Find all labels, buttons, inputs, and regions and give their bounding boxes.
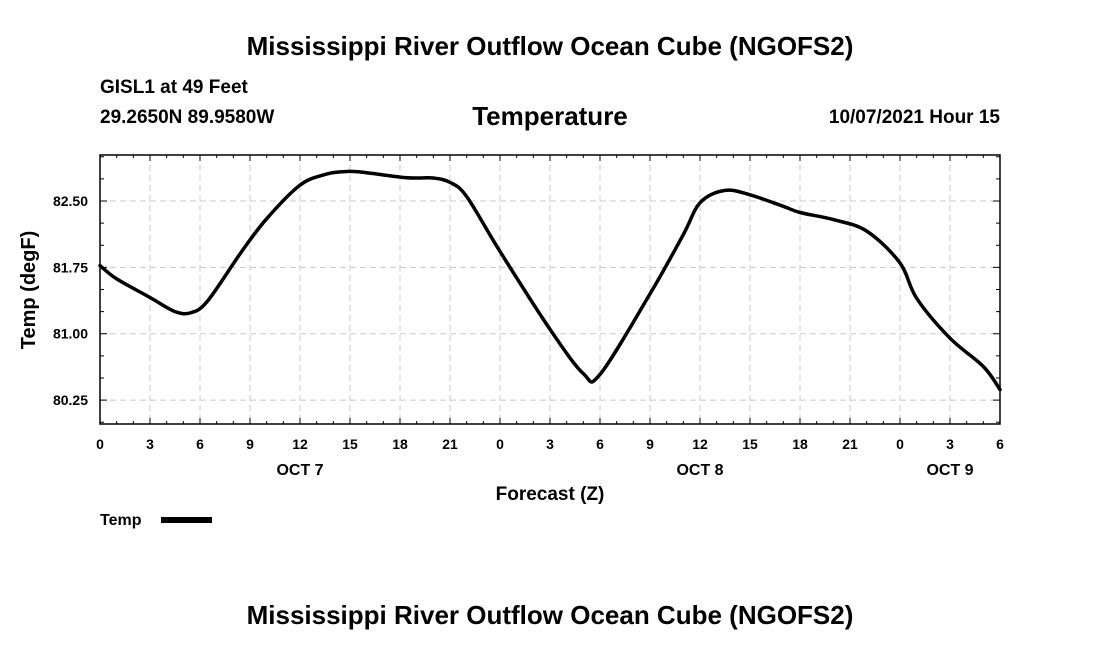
x-tick-label: 15 bbox=[742, 436, 758, 452]
forecast-datetime: 10/07/2021 Hour 15 bbox=[828, 107, 1000, 128]
x-axis-label: Forecast (Z) bbox=[496, 484, 605, 505]
y-axis-label: Temp (degF) bbox=[18, 231, 40, 350]
x-tick-label: 9 bbox=[246, 436, 254, 452]
x-tick-label: 12 bbox=[292, 436, 308, 452]
x-tick-label: 3 bbox=[946, 436, 954, 452]
x-tick-label: 0 bbox=[96, 436, 104, 452]
x-tick-label: 12 bbox=[692, 436, 708, 452]
x-tick-label: 0 bbox=[496, 436, 504, 452]
x-tick-label: 6 bbox=[196, 436, 204, 452]
x-tick-label: 18 bbox=[392, 436, 408, 452]
x-tick-label: 6 bbox=[596, 436, 604, 452]
x-tick-label: 0 bbox=[896, 436, 904, 452]
station-coordinates: 29.2650N 89.9580W bbox=[100, 107, 275, 128]
x-tick-label: 18 bbox=[792, 436, 808, 452]
x-tick-label: 21 bbox=[842, 436, 858, 452]
axis-labels: 0 3 6 9 12 15 18 21 0 3 6 9 12 15 18 21 0 3 6 OCT 7 OCT 8 OCT… bbox=[53, 193, 1004, 479]
temp-series-line bbox=[98, 169, 1002, 392]
chart-title-bottom: Mississippi River Outflow Ocean Cube (NG… bbox=[246, 600, 854, 630]
y-tick-label: 81.00 bbox=[53, 326, 88, 342]
x-tick-label: 3 bbox=[146, 436, 154, 452]
x-tick-label: 9 bbox=[646, 436, 654, 452]
grid-lines bbox=[100, 155, 1000, 424]
x-day-label: OCT 7 bbox=[276, 462, 323, 479]
station-label: GISL1 at 49 Feet bbox=[100, 77, 248, 98]
y-tick-label: 82.50 bbox=[53, 193, 88, 209]
chart-subtitle: Temperature bbox=[472, 101, 628, 131]
legend-temp-label: Temp bbox=[100, 512, 142, 529]
y-tick-label: 81.75 bbox=[53, 259, 88, 275]
x-tick-label: 6 bbox=[996, 436, 1004, 452]
axis-ticks bbox=[99, 155, 1001, 424]
x-tick-label: 15 bbox=[342, 436, 358, 452]
x-day-label: OCT 8 bbox=[676, 462, 723, 479]
x-day-label: OCT 9 bbox=[926, 462, 973, 479]
x-tick-label: 21 bbox=[442, 436, 458, 452]
y-tick-label: 80.25 bbox=[53, 392, 88, 408]
x-tick-label: 3 bbox=[546, 436, 554, 452]
chart-title-top: Mississippi River Outflow Ocean Cube (NG… bbox=[246, 31, 854, 61]
